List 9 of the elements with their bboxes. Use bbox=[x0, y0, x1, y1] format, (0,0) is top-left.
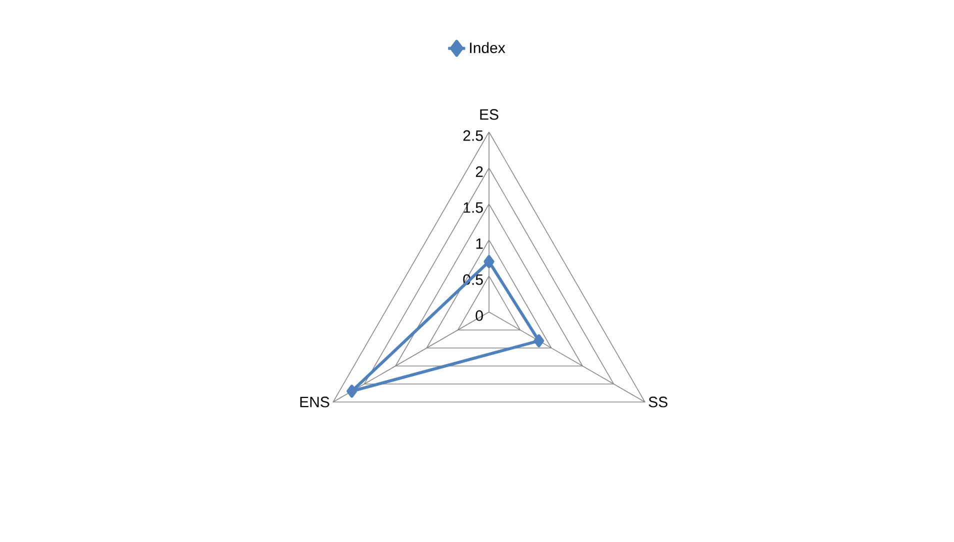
legend-label: Index bbox=[470, 42, 506, 54]
spoke-label: ENS bbox=[300, 396, 330, 408]
y-tick-label: 1.5 bbox=[464, 202, 483, 213]
spoke-label: ES bbox=[480, 109, 498, 120]
y-tick-label: 2.5 bbox=[463, 130, 483, 141]
spoke-label: SS bbox=[648, 396, 668, 408]
y-tick-label: 0 bbox=[476, 310, 483, 321]
y-tick-label: 2 bbox=[476, 166, 483, 177]
y-tick-label: 1 bbox=[476, 238, 483, 249]
